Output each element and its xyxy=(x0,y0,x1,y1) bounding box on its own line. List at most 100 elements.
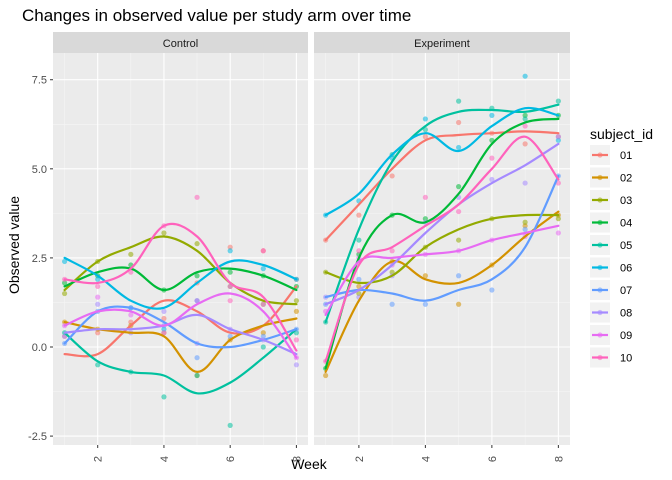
data-point-09 xyxy=(194,298,200,304)
y-axis-title: Observed value xyxy=(6,196,22,294)
data-point-03 xyxy=(293,298,300,304)
legend-item-10: 10 xyxy=(590,347,632,368)
legend: subject_id 01 02 03 04 05 06 07 08 09 10 xyxy=(590,126,653,368)
legend-key-point xyxy=(597,219,603,226)
data-point-03 xyxy=(194,241,200,247)
legend-label: 10 xyxy=(620,353,632,365)
legend-key-point xyxy=(597,152,603,158)
data-point-02 xyxy=(293,308,300,314)
legend-label: 04 xyxy=(620,218,632,230)
data-point-05 xyxy=(356,237,362,243)
legend-label: 02 xyxy=(620,173,632,185)
data-point-09 xyxy=(128,312,134,318)
y-tick-label: 0.0 xyxy=(32,342,47,354)
y-tick-label: -2.5 xyxy=(28,431,47,443)
x-tick-label: 4 xyxy=(159,456,171,462)
data-point-04 xyxy=(422,216,428,222)
data-point-10 xyxy=(456,208,462,215)
smooth-line-05 xyxy=(324,103,560,324)
legend-label: 05 xyxy=(620,240,632,252)
legend-item-08: 08 xyxy=(590,302,632,323)
data-point-05 xyxy=(194,372,200,379)
panel-control: Control 2 4 6 8 xyxy=(53,32,308,462)
data-point-07 xyxy=(227,333,233,339)
data-point-07 xyxy=(422,301,428,307)
x-tick-label: 8 xyxy=(291,456,303,462)
panel-experiment: Experiment 2 4 6 8 xyxy=(314,32,570,462)
legend-label: 07 xyxy=(620,285,632,297)
smooth-line-04 xyxy=(324,117,560,370)
y-tick-label: 7.5 xyxy=(32,75,47,87)
data-point-08 xyxy=(555,134,561,140)
data-point-01 xyxy=(161,315,167,322)
x-tick-label: 6 xyxy=(225,456,237,462)
data-point-05 xyxy=(227,422,233,428)
facet-strip-label: Experiment xyxy=(414,38,470,50)
data-point-01 xyxy=(522,141,528,147)
smooth-line-03 xyxy=(63,235,298,306)
data-point-10 xyxy=(522,123,528,129)
facet-panels: Control 2 4 6 8 Experiment 2 4 6 8 xyxy=(53,32,570,462)
x-tick-label: 4 xyxy=(420,456,432,462)
data-point-10 xyxy=(293,337,300,343)
smooth-line-05 xyxy=(63,328,298,395)
data-point-06 xyxy=(61,258,68,265)
legend-label: 03 xyxy=(620,195,632,207)
data-point-10 xyxy=(555,180,561,186)
smooth-line-10 xyxy=(324,135,560,363)
data-point-05 xyxy=(456,98,462,104)
smooth-line-08 xyxy=(63,313,298,356)
legend-key-point xyxy=(597,242,603,248)
data-point-09 xyxy=(260,301,266,307)
legend-item-09: 09 xyxy=(590,325,632,345)
legend-key-point xyxy=(597,287,603,293)
smooth-line-08 xyxy=(324,142,560,306)
data-point-02 xyxy=(456,301,462,307)
data-point-05 xyxy=(260,344,266,350)
legend-key-point xyxy=(597,309,603,316)
data-point-04 xyxy=(227,269,233,275)
legend-item-06: 06 xyxy=(590,257,632,278)
data-point-10 xyxy=(356,248,362,254)
legend-label: 01 xyxy=(620,150,632,162)
data-point-03 xyxy=(522,219,528,225)
data-point-01 xyxy=(356,212,362,218)
smooth-line-04 xyxy=(63,266,298,292)
y-axis-ticks: -2.5 0.0 2.5 5.0 7.5 xyxy=(28,75,53,443)
legend-item-05: 05 xyxy=(590,235,632,255)
data-point-10 xyxy=(422,194,428,200)
data-point-03 xyxy=(456,237,462,243)
x-tick-label: 2 xyxy=(354,456,366,462)
legend-key-point xyxy=(597,197,603,203)
smooth-line-03 xyxy=(324,213,560,285)
legend-key-point xyxy=(597,354,603,361)
data-point-01 xyxy=(389,173,395,179)
data-point-10 xyxy=(389,248,395,254)
smooth-line-06 xyxy=(324,106,560,217)
smooth-line-09 xyxy=(63,292,298,359)
data-point-08 xyxy=(522,180,528,186)
data-point-03 xyxy=(61,290,68,297)
legend-key-point xyxy=(597,264,603,271)
data-point-03 xyxy=(389,269,395,275)
data-point-10 xyxy=(260,248,266,254)
data-point-02 xyxy=(522,223,528,229)
data-point-02 xyxy=(422,273,428,279)
data-point-01 xyxy=(456,119,462,126)
data-point-05 xyxy=(522,116,528,122)
x-tick-label: 8 xyxy=(553,456,565,462)
facet-strip xyxy=(53,32,308,53)
smooth-line-02 xyxy=(324,210,560,373)
data-point-06 xyxy=(260,266,266,272)
data-point-07 xyxy=(456,273,462,279)
data-point-04 xyxy=(61,280,68,286)
data-point-01 xyxy=(422,134,428,140)
panel-background xyxy=(53,53,308,445)
data-point-01 xyxy=(227,244,233,250)
data-point-05 xyxy=(555,98,561,104)
x-tick-label: 6 xyxy=(487,456,499,462)
legend-item-03: 03 xyxy=(590,190,632,210)
data-point-04 xyxy=(194,273,200,279)
data-point-08 xyxy=(95,301,101,307)
y-tick-label: 5.0 xyxy=(32,164,47,176)
